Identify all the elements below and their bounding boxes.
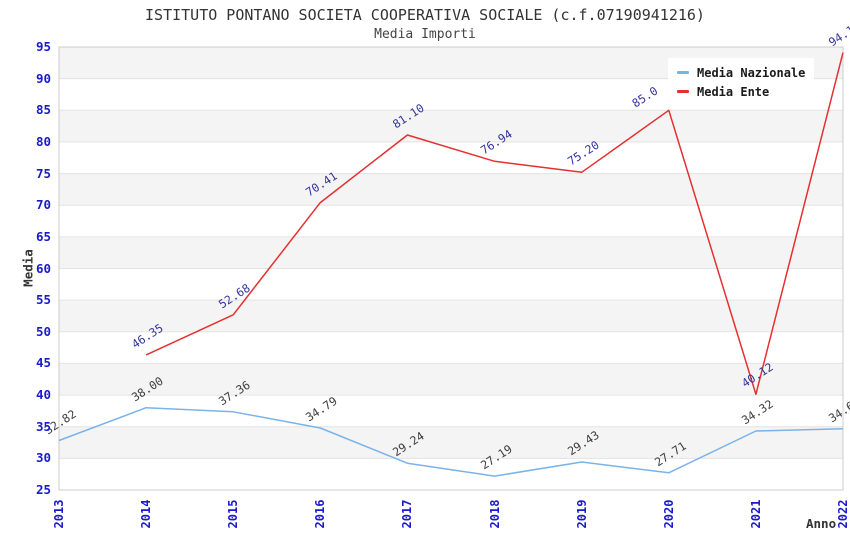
background-band (59, 236, 843, 269)
y-tick-label: 65 (35, 228, 51, 244)
x-tick-label: 2016 (313, 499, 328, 529)
y-tick-label: 95 (35, 39, 51, 54)
x-axis-title: Anno (806, 516, 837, 531)
x-tick-label: 2014 (139, 499, 154, 529)
legend-item-media-ente[interactable]: Media Ente (674, 82, 808, 101)
x-tick-label: 2020 (661, 499, 676, 529)
x-tick-label: 2013 (52, 499, 66, 529)
y-tick-label: 85 (35, 102, 51, 118)
series-line-media-ente (145, 52, 844, 396)
y-tick-label: 90 (35, 70, 51, 86)
line-swatch-icon (677, 71, 689, 74)
chart-title: ISTITUTO PONTANO SOCIETA COOPERATIVA SOC… (145, 6, 705, 24)
background-band (59, 110, 843, 142)
line-swatch-icon (677, 90, 689, 93)
y-tick-label: 25 (35, 482, 51, 497)
x-tick-label: 2018 (487, 499, 502, 529)
y-tick-label: 70 (35, 197, 51, 213)
y-tick-label: 40 (35, 387, 51, 403)
legend-label-media-ente: Media Ente (697, 84, 770, 99)
plot-border (58, 46, 844, 491)
x-tick-label: 2021 (748, 499, 763, 529)
y-tick-label: 55 (35, 292, 51, 308)
y-tick-label: 45 (35, 355, 51, 371)
legend-label-media-nazionale: Media Nazionale (697, 65, 806, 80)
background-band (59, 173, 843, 206)
legend: Media Nazionale Media Ente (668, 58, 814, 107)
y-axis-title: Media (20, 249, 36, 287)
y-tick-label: 60 (35, 260, 51, 276)
y-tick-label: 50 (35, 323, 51, 339)
legend-item-media-nazionale[interactable]: Media Nazionale (674, 63, 808, 82)
y-tick-label: 35 (35, 418, 51, 434)
chart-subtitle: Media Importi (374, 27, 476, 42)
background-band (59, 300, 843, 332)
background-band (59, 426, 843, 459)
series-line-media-nazionale (58, 406, 844, 477)
x-tick-label: 2015 (226, 499, 241, 529)
y-tick-label: 80 (35, 133, 51, 149)
y-tick-label: 30 (35, 450, 51, 466)
x-tick-label: 2019 (574, 499, 589, 529)
y-tick-label: 75 (35, 165, 51, 181)
x-tick-label: 2017 (400, 499, 415, 529)
x-tick-label: 2022 (836, 499, 850, 529)
background-band (59, 363, 843, 396)
